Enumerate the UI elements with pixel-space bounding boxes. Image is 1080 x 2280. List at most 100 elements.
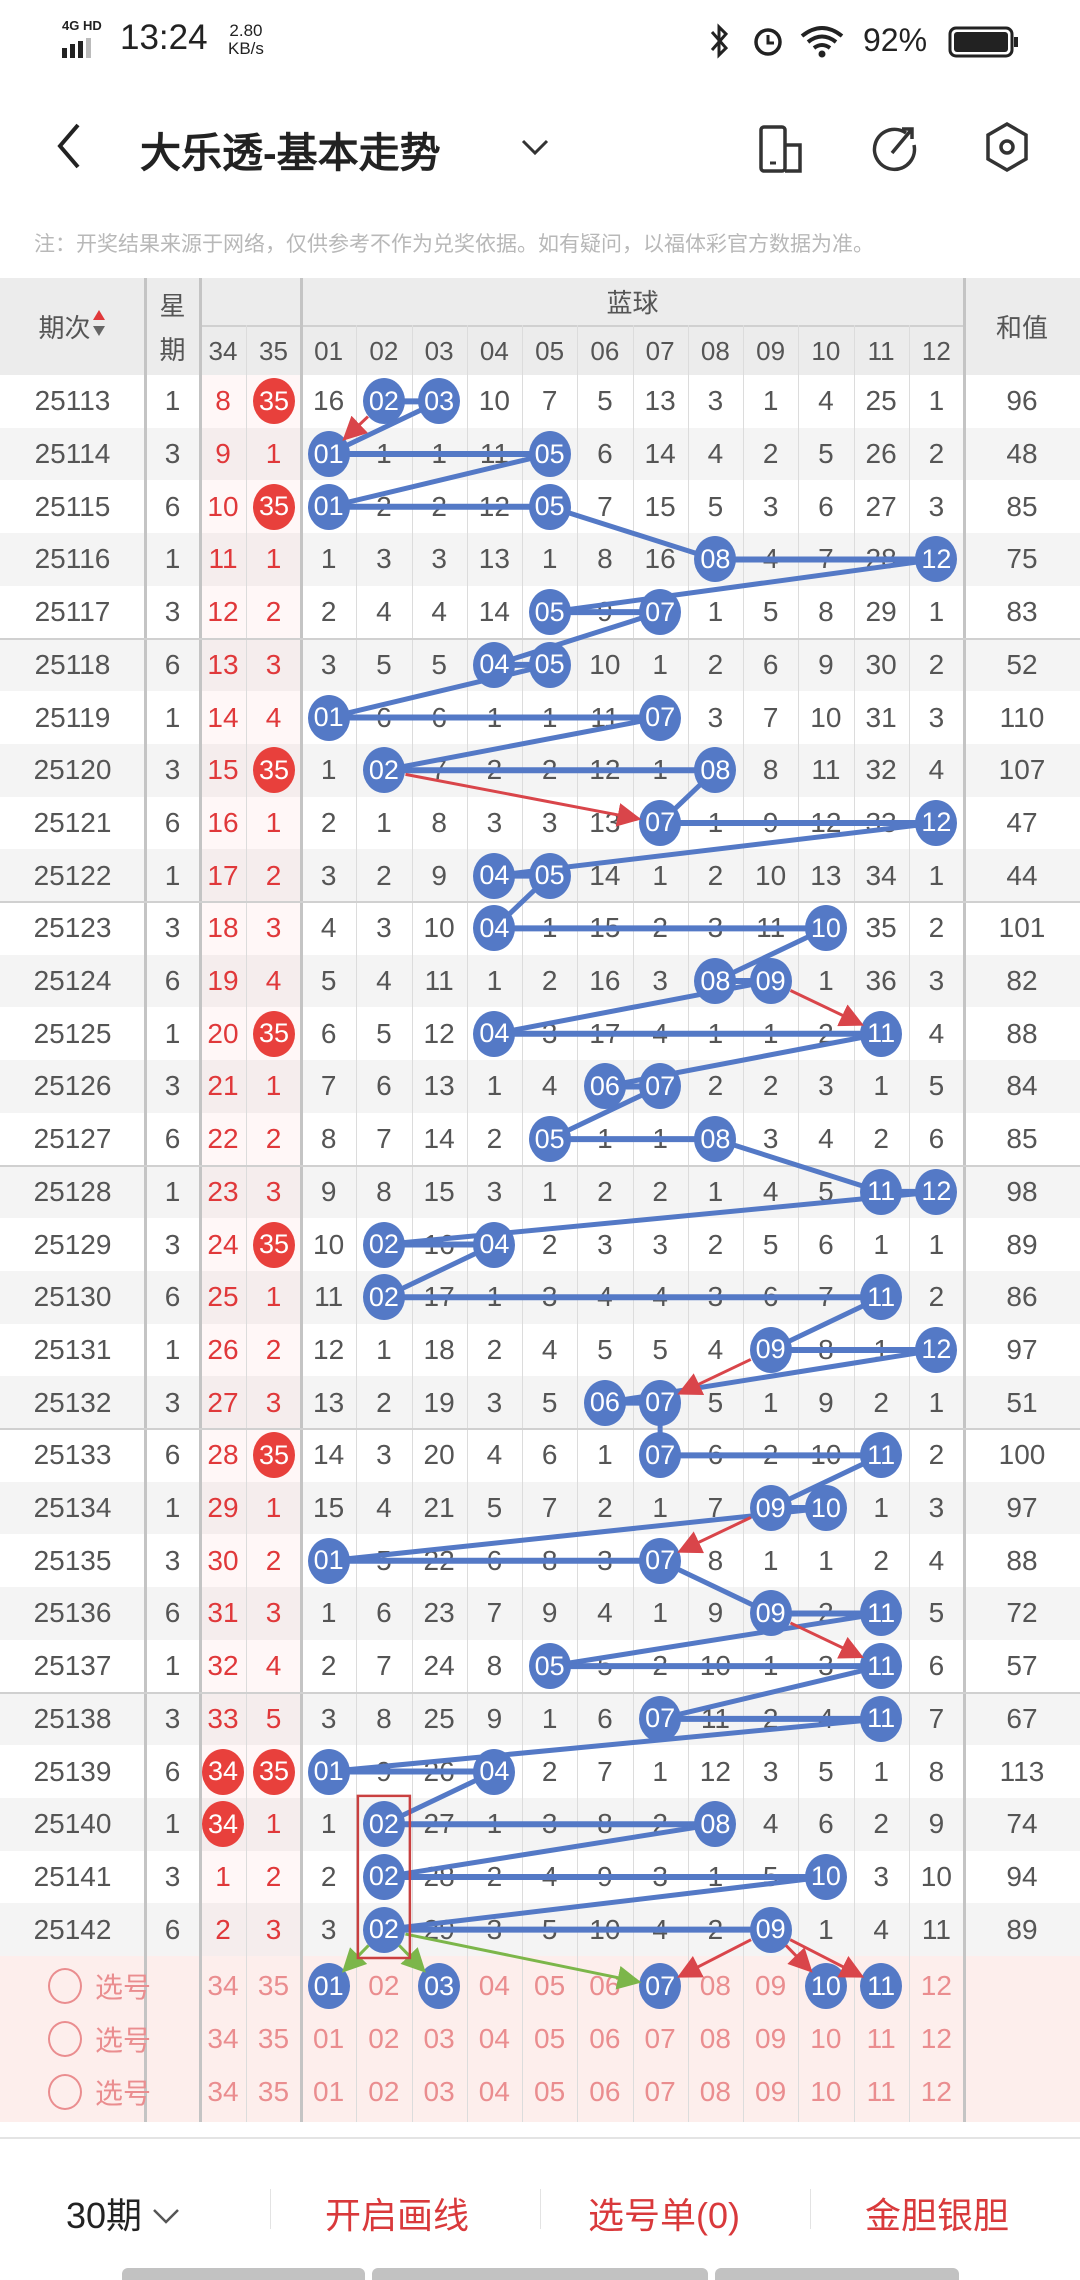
blue-ball[interactable]: 07 bbox=[639, 694, 682, 741]
select-number[interactable]: 08 bbox=[699, 1970, 731, 2002]
select-number[interactable]: 08 bbox=[699, 2075, 731, 2107]
blue-ball[interactable]: 01 bbox=[307, 483, 350, 530]
select-number[interactable]: 12 bbox=[920, 2023, 952, 2055]
blue-ball[interactable]: 02 bbox=[362, 747, 405, 794]
blue-ball[interactable]: 07 bbox=[639, 799, 682, 846]
select-number[interactable]: 04 bbox=[478, 2023, 510, 2055]
sort-icon[interactable] bbox=[91, 308, 107, 345]
blue-ball[interactable]: 04 bbox=[473, 641, 516, 688]
red-ball-35[interactable]: 35 bbox=[253, 1748, 295, 1795]
settings-icon[interactable] bbox=[984, 121, 1030, 173]
pick-list-button[interactable]: 选号单(0) bbox=[588, 2195, 740, 2236]
blue-ball[interactable]: 02 bbox=[362, 1906, 405, 1953]
blue-ball[interactable]: 01 bbox=[307, 431, 350, 478]
select-number[interactable]: 09 bbox=[755, 2023, 787, 2055]
blue-ball[interactable]: 11 bbox=[860, 1695, 903, 1742]
blue-ball[interactable]: 01 bbox=[307, 1537, 350, 1584]
select-number[interactable]: 12 bbox=[920, 1970, 952, 2002]
rotate-screen-icon[interactable] bbox=[758, 125, 806, 175]
header-period[interactable]: 期次 bbox=[0, 278, 145, 375]
selected-ball[interactable]: 10 bbox=[804, 1963, 847, 2010]
red-ball-35[interactable]: 35 bbox=[253, 1432, 295, 1479]
blue-ball[interactable]: 09 bbox=[749, 1906, 792, 1953]
nav-gesture-bar[interactable] bbox=[122, 2268, 365, 2280]
blue-ball[interactable]: 04 bbox=[473, 852, 516, 899]
select-34[interactable]: 34 bbox=[207, 2023, 239, 2055]
blue-ball[interactable]: 11 bbox=[860, 1168, 903, 1215]
select-number[interactable]: 02 bbox=[368, 2075, 400, 2107]
blue-ball[interactable]: 07 bbox=[639, 589, 682, 636]
select-34[interactable]: 34 bbox=[207, 1970, 239, 2002]
blue-ball[interactable]: 09 bbox=[749, 1326, 792, 1373]
select-number[interactable]: 06 bbox=[589, 1970, 621, 2002]
blue-ball[interactable]: 02 bbox=[362, 1801, 405, 1848]
select-number[interactable]: 05 bbox=[534, 2075, 566, 2107]
select-number[interactable]: 01 bbox=[313, 2075, 345, 2107]
page-title[interactable]: 大乐透-基本走势 bbox=[140, 130, 441, 176]
blue-ball[interactable]: 07 bbox=[639, 1379, 682, 1426]
blue-ball[interactable]: 09 bbox=[749, 1485, 792, 1532]
red-ball-35[interactable]: 35 bbox=[253, 378, 295, 425]
red-ball-34[interactable]: 34 bbox=[202, 1801, 244, 1848]
select-number[interactable]: 08 bbox=[699, 2023, 731, 2055]
blue-ball[interactable]: 07 bbox=[639, 1695, 682, 1742]
blue-ball[interactable]: 10 bbox=[804, 1853, 847, 1900]
blue-ball[interactable]: 02 bbox=[362, 1274, 405, 1321]
select-number[interactable]: 12 bbox=[920, 2075, 952, 2107]
selected-ball[interactable]: 11 bbox=[860, 1963, 903, 2010]
select-radio[interactable] bbox=[48, 2021, 82, 2058]
select-number[interactable]: 01 bbox=[313, 2023, 345, 2055]
select-number[interactable]: 02 bbox=[368, 2023, 400, 2055]
select-number[interactable]: 05 bbox=[534, 2023, 566, 2055]
blue-ball[interactable]: 04 bbox=[473, 1221, 516, 1268]
share-icon[interactable] bbox=[870, 123, 920, 173]
nav-gesture-bar[interactable] bbox=[372, 2268, 708, 2280]
red-ball-35[interactable]: 35 bbox=[253, 1221, 295, 1268]
blue-ball[interactable]: 09 bbox=[749, 1590, 792, 1637]
select-number[interactable]: 05 bbox=[534, 1970, 566, 2002]
blue-ball[interactable]: 02 bbox=[362, 378, 405, 425]
blue-ball[interactable]: 09 bbox=[749, 958, 792, 1005]
select-34[interactable]: 34 bbox=[207, 2075, 239, 2107]
select-number[interactable]: 10 bbox=[810, 2023, 842, 2055]
blue-ball[interactable]: 05 bbox=[528, 431, 571, 478]
nav-gesture-bar[interactable] bbox=[715, 2268, 959, 2280]
blue-ball[interactable]: 06 bbox=[583, 1379, 626, 1426]
selected-ball[interactable]: 01 bbox=[307, 1963, 350, 2010]
select-number[interactable]: 06 bbox=[589, 2075, 621, 2107]
select-radio[interactable] bbox=[48, 2073, 82, 2110]
select-number[interactable]: 11 bbox=[866, 2023, 896, 2055]
gold-silver-button[interactable]: 金胆银胆 bbox=[865, 2195, 1010, 2236]
blue-ball[interactable]: 10 bbox=[804, 905, 847, 952]
period-count-select[interactable]: 30期 bbox=[66, 2187, 184, 2239]
select-number[interactable]: 09 bbox=[755, 1970, 787, 2002]
select-number[interactable]: 07 bbox=[644, 2075, 676, 2107]
select-number[interactable]: 03 bbox=[423, 2075, 455, 2107]
blue-ball[interactable]: 05 bbox=[528, 483, 571, 530]
select-35[interactable]: 35 bbox=[257, 1970, 290, 2002]
select-number[interactable]: 09 bbox=[755, 2075, 787, 2107]
select-number[interactable]: 11 bbox=[866, 2075, 896, 2107]
select-number[interactable]: 04 bbox=[478, 1970, 510, 2002]
draw-lines-button[interactable]: 开启画线 bbox=[325, 2195, 470, 2236]
select-number[interactable]: 04 bbox=[478, 2075, 510, 2107]
chevron-down-icon[interactable] bbox=[520, 137, 550, 157]
blue-ball[interactable]: 01 bbox=[307, 1748, 350, 1795]
blue-ball[interactable]: 05 bbox=[528, 1643, 571, 1690]
blue-ball[interactable]: 05 bbox=[528, 641, 571, 688]
select-radio[interactable] bbox=[48, 1968, 82, 2005]
select-number[interactable]: 07 bbox=[644, 2023, 676, 2055]
blue-ball[interactable]: 11 bbox=[860, 1010, 903, 1057]
blue-ball[interactable]: 06 bbox=[583, 1063, 626, 1110]
blue-ball[interactable]: 11 bbox=[860, 1643, 903, 1690]
red-ball-35[interactable]: 35 bbox=[253, 1010, 295, 1057]
select-35[interactable]: 35 bbox=[257, 2075, 290, 2107]
blue-ball[interactable]: 05 bbox=[528, 852, 571, 899]
red-ball-35[interactable]: 35 bbox=[253, 747, 295, 794]
blue-ball[interactable]: 10 bbox=[804, 1485, 847, 1532]
blue-ball[interactable]: 04 bbox=[473, 1748, 516, 1795]
select-number[interactable]: 03 bbox=[423, 2023, 455, 2055]
select-35[interactable]: 35 bbox=[257, 2023, 290, 2055]
blue-ball[interactable]: 02 bbox=[362, 1853, 405, 1900]
selected-ball[interactable]: 07 bbox=[639, 1963, 682, 2010]
